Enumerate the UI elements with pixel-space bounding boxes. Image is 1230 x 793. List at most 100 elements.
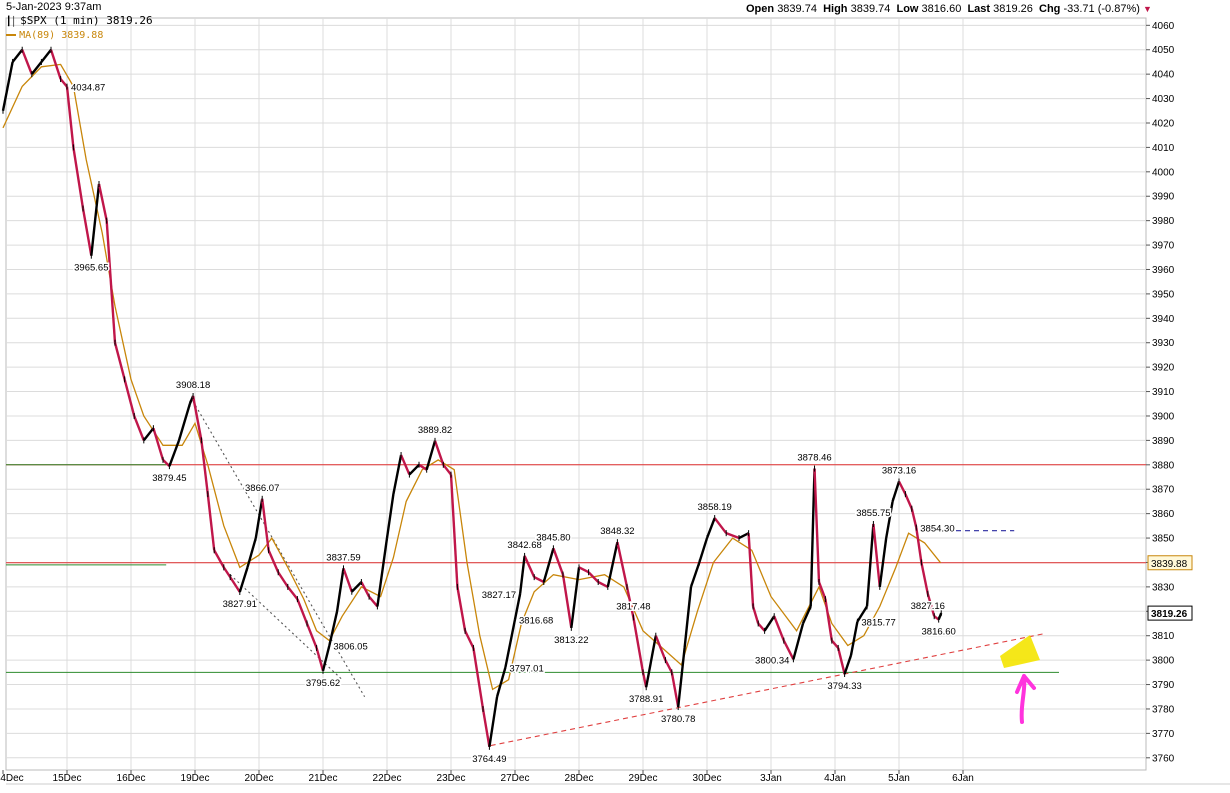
price-segment: [399, 454, 411, 476]
price-segment: [425, 440, 437, 471]
price-segment: [267, 549, 280, 573]
y-tick-label: 3890: [1152, 436, 1175, 447]
price-segment: [177, 403, 192, 441]
low-value: 3816.60: [921, 3, 962, 15]
candle-icon: ┃│: [6, 16, 18, 26]
price-segment: [495, 667, 507, 698]
price-segment: [142, 427, 155, 442]
price-label: 3855.75: [856, 508, 890, 519]
y-tick-label: 3950: [1152, 289, 1175, 300]
last-value: 3819.26: [993, 3, 1033, 15]
price-segment: [632, 617, 645, 673]
price-segment: [552, 547, 565, 576]
y-tick-label: 3910: [1152, 387, 1175, 398]
ma-line: [2, 63, 942, 691]
price-segment: [747, 533, 755, 607]
price-segment: [90, 183, 101, 256]
x-tick-label: 22Dec: [373, 773, 402, 784]
price-segment: [725, 532, 740, 540]
price-segment: [305, 623, 318, 649]
annotations: [1000, 635, 1040, 724]
price-segment: [773, 615, 785, 642]
axis-badge: [1147, 605, 1193, 621]
price-segment: [286, 586, 299, 600]
y-tick-label: 3790: [1152, 680, 1175, 691]
high-label: High: [823, 3, 848, 15]
price-segment: [213, 549, 225, 568]
price-segment: [885, 501, 894, 539]
low-label: Low: [896, 3, 919, 15]
price-segment: [72, 147, 85, 209]
price-segment: [464, 630, 475, 649]
price-segment: [296, 598, 309, 624]
price-label: 3817.48: [616, 601, 650, 612]
y-tick-label: 3970: [1152, 241, 1175, 252]
price-segment: [11, 48, 24, 63]
price-segment: [578, 566, 590, 574]
price-label: 3816.68: [519, 615, 553, 626]
y-tick-label: 4030: [1152, 94, 1175, 105]
price-segment: [654, 635, 667, 661]
y-tick-label: 3870: [1152, 485, 1175, 496]
price-segment: [518, 555, 526, 594]
y-tick-label: 3980: [1152, 216, 1175, 227]
price-label: 3878.46: [797, 453, 831, 464]
price-segment: [792, 623, 805, 660]
y-tick-label: 3900: [1152, 411, 1175, 422]
price-label: 3816.60: [922, 627, 956, 638]
header-ohlc: Open 3839.74 High 3839.74 Low 3816.60 La…: [746, 3, 1152, 15]
header-left: 5-Jan-2023 9:37am ┃│ $SPX (1 min) 3819.2…: [6, 0, 153, 43]
y-tick-label: 3930: [1152, 338, 1175, 349]
y-tick-label: 4000: [1152, 167, 1175, 178]
y-tick-label: 4020: [1152, 118, 1175, 129]
open-label: Open: [746, 3, 775, 15]
y-tick-label: 4040: [1152, 70, 1175, 81]
x-tick-label: 4Jan: [824, 773, 846, 784]
price-segment: [342, 567, 353, 593]
x-tick-label: 28Dec: [565, 773, 594, 784]
x-tick-label: 21Dec: [309, 773, 338, 784]
price-segment: [261, 498, 270, 551]
price-label: 3858.19: [698, 502, 732, 513]
axis-badge-label: 3839.88: [1151, 559, 1188, 570]
y-tick-label: 4060: [1152, 21, 1175, 32]
horizontal-lines: [6, 464, 1146, 673]
price-segment: [206, 493, 216, 551]
price-segment: [904, 493, 913, 510]
axes: 4060 4050 4040 4030 4020 4010 4000 3990 3980 3970…: [0, 21, 1230, 785]
price-segment: [222, 566, 232, 578]
price-segment: [915, 527, 923, 563]
price-segment: [872, 523, 881, 588]
price-segment: [123, 379, 136, 417]
price-segment: [856, 605, 869, 623]
price-label: 3866.07: [245, 483, 279, 494]
price-segment: [21, 49, 33, 75]
axis-badge-label: 3819.26: [1151, 609, 1188, 620]
price-segment: [801, 605, 812, 624]
price-segment: [335, 568, 345, 612]
price-segment: [449, 474, 459, 587]
price-label: 4034.87: [71, 83, 105, 94]
y-tick-label: 3960: [1152, 265, 1175, 276]
price-segment: [238, 566, 249, 593]
price-segment: [849, 621, 859, 656]
high-value: 3839.74: [850, 3, 891, 15]
collapse-triangle-icon[interactable]: ▼: [1142, 4, 1152, 14]
y-tick-label: 3940: [1152, 314, 1175, 325]
price-segment: [542, 547, 555, 583]
price-segment: [910, 508, 918, 528]
price-segment: [191, 395, 203, 441]
price-segment: [809, 468, 816, 607]
price-segment: [200, 440, 209, 495]
x-tick-label: 4Dec: [0, 773, 23, 784]
price-label: 3889.82: [418, 425, 452, 436]
price-segment: [625, 586, 635, 618]
price-segment: [442, 464, 452, 476]
price-segment: [488, 696, 499, 748]
price-segment: [97, 183, 108, 221]
chg-value: -33.71 (-0.87%): [1063, 3, 1140, 15]
price-segment: [168, 439, 181, 467]
price-segment: [926, 593, 936, 617]
trend-line: [192, 401, 366, 698]
price-segment: [813, 468, 821, 583]
